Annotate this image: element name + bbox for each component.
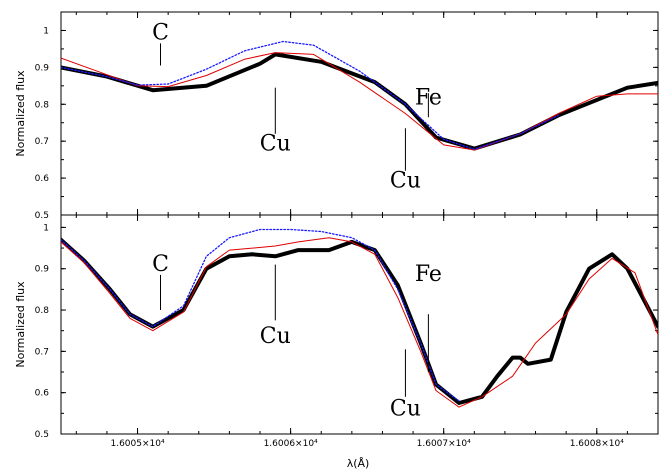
x-tick-label: 1.6008×10⁴ [570,439,624,449]
x-tick-label: 1.6005×10⁴ [110,439,164,449]
annotation-label: C [152,21,169,46]
plot-frame [60,11,659,216]
y-tick-label: 0.9 [35,265,50,275]
series-line-dotted-blue [61,228,460,402]
series-group [61,40,658,151]
y-tick-label: 0.6 [35,389,50,399]
annotation-label: Fe [415,262,442,287]
annotation-label: Cu [260,131,291,156]
y-tick-label: 0.8 [35,306,50,316]
y-tick-label: 0.7 [35,137,49,147]
y-tick-label: 0.7 [35,347,49,357]
y-tick-label: 1 [43,26,49,36]
y-axis-label: Normalized flux [14,281,27,368]
x-tick-label: 1.6006×10⁴ [264,439,318,449]
annotation-label: C [152,252,169,277]
series-line-thick-black [61,52,658,151]
series-group [61,228,658,408]
y-tick-label: 0.5 [35,430,49,440]
y-axis-label: Normalized flux [14,70,27,157]
x-tick-label: 1.6007×10⁴ [417,439,471,449]
series-line-dotted-blue [61,40,560,150]
series-line-thick-black [61,237,658,405]
bottom-panel: 0.5 0.6 0.7 0.8 0.9 1 1.6005×10⁴ 1.6006×10⁴ 1.60… [14,214,659,449]
y-tick-label: 1 [43,223,49,233]
y-tick-label: 0.9 [35,63,50,73]
annotation-label: Cu [390,168,421,193]
annotation-label: Cu [260,324,291,349]
y-tick-label: 0.8 [35,100,50,110]
series-line-thin-red [61,237,658,408]
y-tick-label: 0.6 [35,174,50,184]
x-axis-label: λ(Å) [347,457,370,470]
series-line-thin-red [61,52,658,151]
y-tick-label: 0.5 [35,211,49,221]
annotation-label: Cu [390,396,421,421]
